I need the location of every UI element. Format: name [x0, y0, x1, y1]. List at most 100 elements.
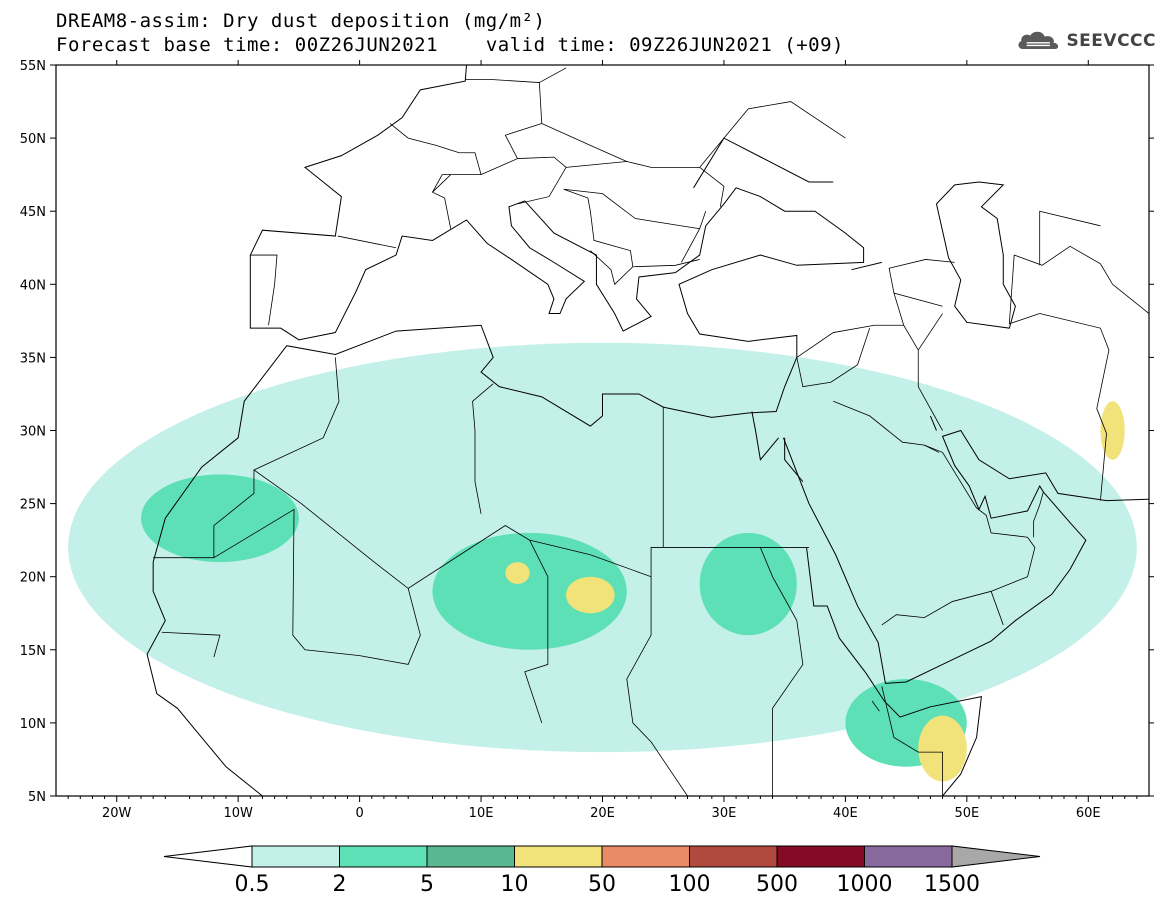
country-border [337, 235, 397, 249]
colorbar-label: 0.5 [235, 872, 270, 897]
country-border [1112, 283, 1149, 314]
coastline [152, 65, 865, 563]
colorbar-label: 2 [333, 872, 347, 897]
lon-tick-label: 30E [712, 806, 737, 821]
coastline [693, 137, 834, 189]
coastline [929, 415, 937, 431]
country-border [465, 79, 540, 83]
dust-region [141, 474, 299, 563]
dust-region [68, 342, 1137, 753]
country-border [472, 383, 494, 431]
colorbar-label: 10 [501, 872, 529, 897]
lon-tick-label: 40E [833, 806, 858, 821]
colorbar-segment [864, 845, 953, 868]
country-border [153, 357, 340, 559]
lat-tick-label: 25N [20, 498, 46, 513]
colorbar-label: 100 [669, 872, 711, 897]
country-border [389, 123, 482, 175]
colorbar-segment [514, 845, 603, 868]
dust-region [505, 562, 530, 585]
coastline [806, 547, 982, 796]
colorbar-segment [251, 845, 340, 868]
country-border [871, 700, 880, 712]
colorbar-label: 50 [588, 872, 616, 897]
colorbar-under-triangle [163, 845, 253, 868]
country-border [213, 508, 421, 665]
country-border [626, 576, 688, 796]
country-border [563, 188, 700, 267]
base-time: Forecast base time: 00Z26JUN2021 [56, 34, 439, 56]
coastline [751, 411, 779, 461]
country-border [538, 67, 627, 162]
country-border [1033, 491, 1044, 538]
dust-region [699, 532, 797, 636]
country-border [881, 686, 943, 796]
cloud-logo-icon [1018, 31, 1059, 50]
colorbar-label: 1000 [837, 872, 893, 897]
dust-region [566, 576, 615, 614]
country-border [893, 292, 943, 326]
dust-region [918, 715, 967, 782]
lat-tick-label: 10N [20, 717, 46, 732]
coastlines [146, 65, 1149, 796]
coastline [782, 429, 1149, 684]
logo-text: SEEVCCC [1066, 31, 1156, 51]
lat-tick-label: 50N [20, 132, 46, 147]
country-border [681, 211, 707, 263]
country-border [699, 167, 725, 207]
lon-tick-label: 20E [590, 806, 615, 821]
country-border [1039, 313, 1110, 501]
colorbar-segment [689, 845, 778, 868]
lat-tick-label: 30N [20, 425, 46, 440]
country-border [524, 576, 549, 724]
coastline [784, 437, 804, 482]
country-border [474, 430, 482, 514]
colorbar-over-triangle [951, 845, 1041, 868]
country-border [431, 123, 542, 229]
dust-region [1100, 401, 1125, 460]
country-border [517, 156, 567, 168]
map-title: DREAM8-assim: Dry dust deposition (mg/m²… [56, 10, 546, 32]
colorbar-label: 5 [420, 872, 434, 897]
lon-tick-label: 10E [469, 806, 494, 821]
country-border [1039, 210, 1101, 266]
colorbar-label: 500 [756, 872, 798, 897]
country-border [250, 254, 278, 326]
map-subtitle: Forecast base time: 00Z26JUN2021 valid t… [56, 34, 844, 56]
lat-tick-label: 5N [28, 790, 46, 805]
country-border [590, 250, 700, 286]
country-border [432, 174, 451, 193]
country-border [1008, 245, 1113, 325]
country-border [833, 400, 940, 453]
longitude-axis: 20W 10W 0 10E 20E 30E 40E 50E 60E [67, 60, 1138, 821]
colorbar: 0.5 2 5 10 50 100 500 1000 1500 [163, 845, 1041, 897]
country-border [161, 631, 221, 658]
country-border [917, 313, 943, 351]
lat-tick-label: 45N [20, 205, 46, 220]
colorbar-label: 1500 [924, 872, 980, 897]
colorbar-segment [426, 845, 515, 868]
latitude-axis: 55N 50N 45N 40N 35N 30N 25N 20N 15N 10N 5N [20, 59, 1154, 805]
lat-tick-label: 55N [20, 59, 46, 74]
country-border [517, 101, 846, 205]
lat-tick-label: 20N [20, 571, 46, 586]
lon-tick-label: 60E [1076, 806, 1101, 821]
valid-time: valid time: 09Z26JUN2021 (+09) [485, 34, 844, 56]
colorbar-segment [776, 845, 865, 868]
lon-tick-label: 0 [355, 806, 363, 821]
country-border [881, 444, 1036, 626]
country-border [990, 591, 1004, 626]
country-border [888, 259, 955, 294]
lat-tick-label: 15N [20, 644, 46, 659]
colorbar-segment [601, 845, 690, 868]
dust-region [432, 532, 627, 650]
seevccc-logo: SEEVCCC [1016, 26, 1156, 56]
lon-tick-label: 10W [223, 806, 253, 821]
colorbar-segment [339, 845, 428, 868]
lon-tick-label: 20W [102, 806, 132, 821]
coastline [851, 261, 882, 271]
country-border [796, 328, 871, 388]
coastline [935, 181, 1016, 329]
coastline [146, 562, 263, 796]
